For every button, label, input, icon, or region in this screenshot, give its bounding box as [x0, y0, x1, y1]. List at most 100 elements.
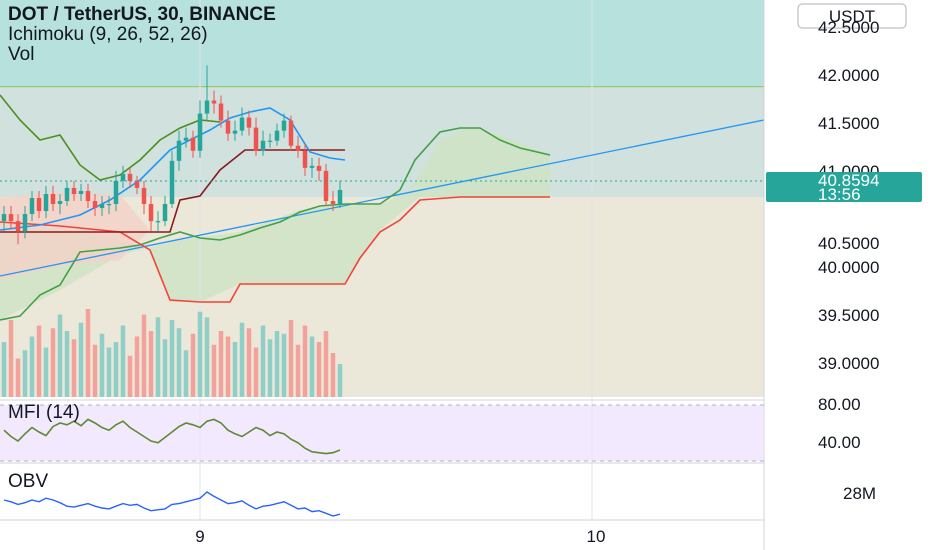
volume-bar: [141, 314, 147, 397]
trendline[interactable]: [0, 119, 765, 277]
volume-bar: [148, 331, 154, 397]
volume-bar: [274, 331, 280, 397]
volume-bar: [162, 339, 168, 397]
ichimoku-legend[interactable]: Ichimoku (9, 26, 52, 26): [8, 24, 208, 45]
candle-body: [22, 214, 28, 232]
candle-body: [281, 120, 287, 131]
currency-button[interactable]: USDT: [829, 7, 875, 26]
volume-bar: [64, 331, 70, 397]
cloud-fill-red: [0, 192, 150, 280]
mfi-legend[interactable]: MFI (14): [8, 402, 80, 423]
volume-bar: [211, 344, 217, 397]
volume-bar: [197, 311, 203, 397]
volume-bar: [43, 347, 49, 397]
volume-bar: [113, 342, 119, 397]
upper-band-zone: [0, 0, 764, 87]
candle-body: [232, 130, 238, 134]
candle-body: [64, 187, 70, 202]
volume-bar: [50, 328, 56, 397]
volume-bar: [15, 358, 21, 397]
volume-bar: [309, 336, 315, 397]
volume-bar: [8, 320, 14, 397]
candle-body: [134, 180, 140, 188]
candle-body: [253, 127, 259, 151]
candle-body: [197, 113, 203, 151]
candle-body: [316, 165, 322, 171]
price-tick: 42.5000: [818, 18, 879, 37]
volume-bar: [71, 339, 77, 397]
mfi-line: [3, 418, 341, 455]
time-tick-9: 9: [195, 527, 204, 546]
volume-bar: [253, 347, 259, 397]
candle-body: [274, 130, 280, 141]
volume-bar: [176, 328, 182, 397]
volume-bar: [260, 325, 266, 397]
obv-line: [3, 491, 341, 517]
price-tick: 39.0000: [818, 354, 879, 373]
candle-body: [155, 221, 161, 223]
candle-body: [162, 204, 168, 222]
candle-body: [57, 201, 63, 205]
volume-bar: [232, 342, 238, 397]
middle-zone: [0, 87, 764, 197]
candle-body: [267, 140, 273, 142]
volume-bar: [57, 314, 63, 397]
symbol-title[interactable]: DOT / TetherUS, 30, BINANCE: [8, 4, 276, 25]
mfi-band: [0, 405, 764, 461]
mfi-tick: 80.00: [818, 395, 861, 414]
candle-body: [36, 197, 42, 212]
volume-bar: [316, 342, 322, 397]
volume-bar: [99, 333, 105, 397]
candle-body: [92, 201, 98, 209]
mfi-tick: 40.00: [818, 433, 861, 452]
obv-tick: 28M: [843, 484, 876, 503]
candle-body: [1, 214, 7, 222]
volume-bar: [288, 320, 294, 397]
obv-legend[interactable]: OBV: [8, 471, 48, 492]
volume-bar: [225, 336, 231, 397]
candle-body: [71, 187, 77, 194]
volume-bar: [169, 320, 175, 397]
volume-bar: [302, 325, 308, 397]
price-tick: 41.5000: [818, 114, 879, 133]
candle-body: [169, 160, 175, 205]
candle-body: [43, 193, 49, 212]
candle-body: [330, 201, 336, 205]
candle-body: [260, 140, 266, 151]
candle-body: [15, 221, 21, 232]
candle-body: [85, 190, 91, 202]
candle-body: [204, 100, 210, 114]
price-tick: 40.5000: [818, 234, 879, 253]
volume-bar: [127, 355, 133, 397]
volume-bar: [267, 339, 273, 397]
candle-body: [323, 170, 329, 202]
candle-body: [148, 204, 154, 222]
volume-bar: [85, 309, 91, 397]
volume-bar: [281, 333, 287, 397]
volume-bar: [295, 344, 301, 397]
candle-body: [218, 103, 224, 121]
candle-body: [29, 197, 35, 215]
volume-bar: [183, 350, 189, 397]
candle-body: [295, 145, 301, 151]
candle-body: [302, 150, 308, 168]
volume-bar: [204, 317, 210, 397]
volume-bar: [1, 342, 7, 397]
volume-bar: [337, 364, 343, 397]
candle-body: [211, 100, 217, 104]
candle-body: [78, 190, 84, 194]
volume-bar: [120, 325, 126, 397]
candle-body: [8, 214, 14, 222]
volume-legend[interactable]: Vol: [8, 44, 34, 65]
current-price-value: 40.8594: [818, 171, 879, 190]
volume-bar: [323, 331, 329, 397]
candle-body: [106, 204, 112, 206]
candlesticks: [1, 65, 343, 245]
candle-body: [309, 165, 315, 168]
candle-body: [337, 189, 343, 205]
currency-button-frame[interactable]: [797, 3, 907, 29]
candle-body: [120, 173, 126, 181]
countdown-timer: 13:56: [818, 185, 861, 204]
